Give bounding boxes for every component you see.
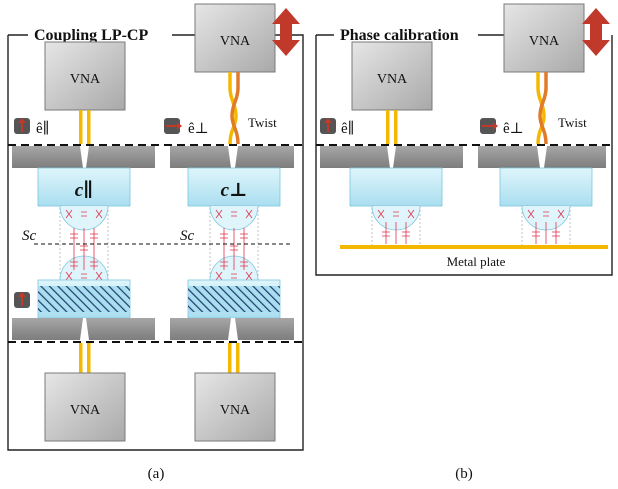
caption-a: (a) [148,466,165,482]
vna-box-a-bottom-left: VNA [44,372,126,442]
polarization-icon [14,118,30,134]
svg-text:VNA: VNA [70,72,101,87]
vna-box-a-bottom-right: VNA [194,372,276,442]
beam-a-left [59,205,109,281]
e-par-label-a: ê∥ [36,120,50,137]
twist-cable-b [536,72,548,145]
panel-b-title: Phase calibration [340,27,459,44]
lens-block-a-right: c⊥ [187,167,281,207]
e-perp-label-a: ê⊥ [188,121,209,137]
caption-b: (b) [455,466,473,482]
polarization-icon [320,118,336,134]
vna-box-b-right: VNA [503,3,585,73]
lens-block-b-left [349,167,443,207]
vna-box-a-top-right: VNA [194,3,276,73]
rotation-arrow-icon [272,8,300,56]
twist-label-a: Twist [248,115,277,130]
panel-a: Coupling LP-CP VNA VNA ê∥ [7,3,304,482]
sc-label-a-right: Sc [180,228,195,244]
beam-b-left [371,205,421,247]
svg-text:c⊥: c⊥ [221,180,248,201]
lens-block-a-right-bottom [187,279,281,319]
svg-text:VNA: VNA [529,34,560,49]
metal-plate [340,245,608,249]
sc-label-a-left: Sc [22,228,37,244]
beam-b-right [521,205,571,247]
lens-block-a-left: c∥ [37,167,131,207]
cable-a-left [79,110,91,144]
vna-box-b-left: VNA [351,41,433,111]
twist-cable-a [228,72,240,145]
vna-box-a-top-left: VNA [44,41,126,111]
svg-text:VNA: VNA [70,403,101,418]
lens-block-a-left-bottom [37,279,131,319]
rotation-arrow-icon [582,8,610,56]
svg-text:VNA: VNA [220,34,251,49]
metal-plate-label: Metal plate [447,254,506,269]
svg-text:c∥: c∥ [75,180,94,201]
e-perp-label-b: ê⊥ [503,121,524,137]
panel-b: Phase calibration VNA VNA ê∥ ê [315,3,613,482]
svg-text:VNA: VNA [377,72,408,87]
twist-label-b: Twist [558,115,587,130]
e-par-label-b: ê∥ [341,120,355,137]
polarization-icon [164,118,182,134]
lens-block-b-right [499,167,593,207]
svg-text:VNA: VNA [220,403,251,418]
polarization-icon [480,118,498,134]
beam-a-right [209,205,259,281]
polarization-icon [14,292,30,308]
panel-a-title: Coupling LP-CP [34,27,148,44]
